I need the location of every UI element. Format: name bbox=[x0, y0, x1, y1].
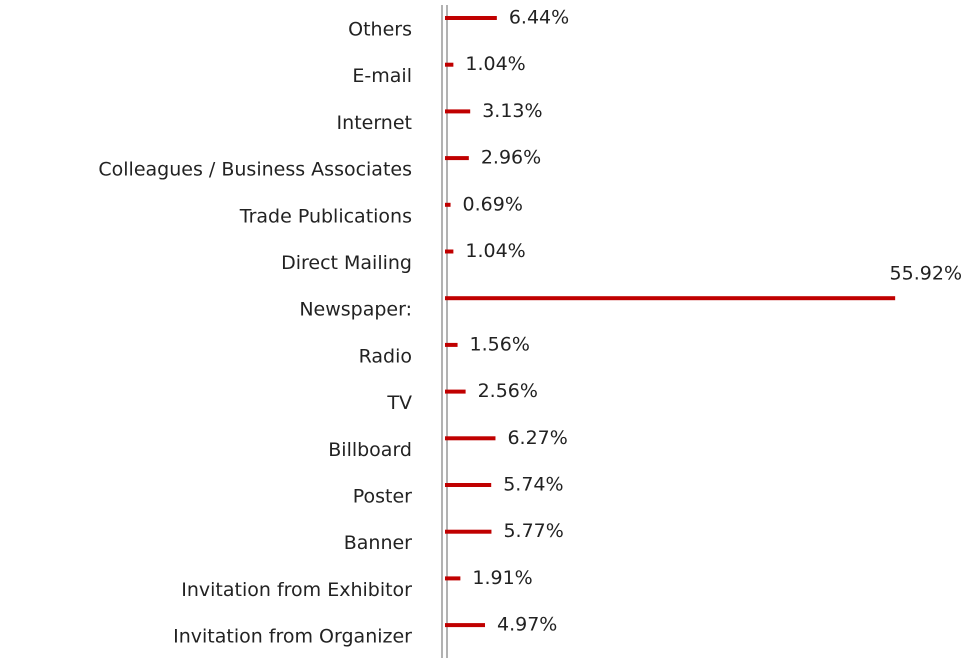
value-label: 6.44% bbox=[509, 7, 569, 29]
bar bbox=[445, 249, 454, 254]
bar bbox=[445, 576, 461, 581]
value-label: 3.13% bbox=[482, 100, 542, 122]
bar bbox=[445, 483, 492, 487]
value-label: 1.04% bbox=[465, 53, 525, 75]
value-label: 1.56% bbox=[470, 333, 530, 355]
value-label: 2.56% bbox=[478, 380, 538, 402]
bar bbox=[445, 436, 496, 441]
category-label: TV bbox=[386, 392, 412, 414]
category-label: Poster bbox=[353, 486, 412, 508]
category-label: Invitation from Exhibitor bbox=[181, 579, 412, 601]
category-label: Radio bbox=[359, 345, 412, 367]
bar bbox=[445, 296, 896, 301]
bar bbox=[445, 529, 492, 534]
bar bbox=[445, 16, 497, 20]
bar bbox=[445, 109, 471, 114]
category-label: E-mail bbox=[352, 65, 412, 87]
category-label: Others bbox=[348, 19, 412, 41]
bar bbox=[445, 342, 458, 347]
category-label: Banner bbox=[344, 532, 412, 554]
value-label: 4.97% bbox=[497, 614, 557, 636]
category-label: Internet bbox=[337, 112, 412, 134]
value-label: 6.27% bbox=[507, 427, 567, 449]
value-label: 0.69% bbox=[463, 193, 523, 215]
category-label: Newspaper: bbox=[299, 299, 412, 321]
category-label: Billboard bbox=[328, 439, 412, 461]
category-label: Colleagues / Business Associates bbox=[98, 159, 412, 181]
category-label: Trade Publications bbox=[239, 205, 412, 227]
value-label: 1.04% bbox=[465, 240, 525, 262]
bar bbox=[445, 62, 454, 67]
value-label: 5.74% bbox=[503, 474, 563, 496]
value-label: 5.77% bbox=[503, 520, 563, 542]
value-label: 1.91% bbox=[472, 567, 532, 589]
bar bbox=[445, 156, 469, 161]
bar bbox=[445, 389, 466, 394]
category-label: Direct Mailing bbox=[281, 252, 412, 274]
category-label: Invitation from Organizer bbox=[173, 626, 412, 648]
value-label: 55.92% bbox=[890, 263, 962, 285]
bar bbox=[445, 623, 486, 628]
bar bbox=[445, 202, 451, 207]
value-label: 2.96% bbox=[481, 147, 541, 169]
